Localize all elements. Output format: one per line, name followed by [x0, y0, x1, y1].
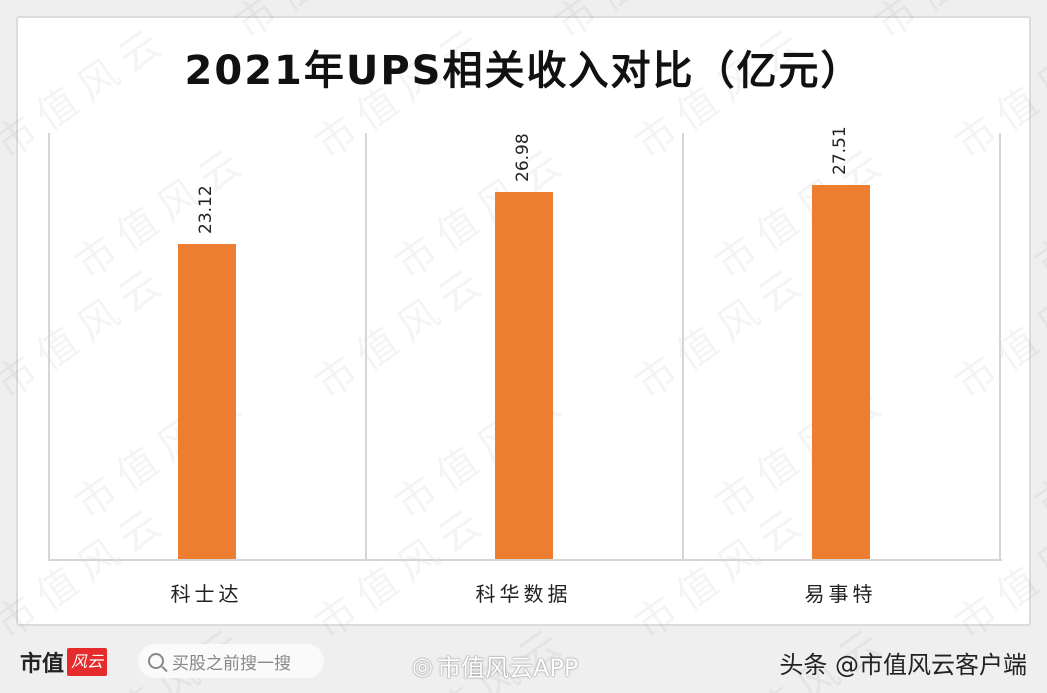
search-pill[interactable]: 买股之前搜一搜 [138, 644, 324, 678]
bar [811, 185, 870, 559]
search-icon [148, 653, 164, 669]
x-axis-baseline [48, 559, 1002, 561]
chart-title: 2021年UPS相关收入对比（亿元） [184, 48, 863, 94]
category-label: 科华数据 [475, 582, 572, 606]
brand-name: 市值 [20, 651, 65, 677]
category-label: 易事特 [804, 582, 877, 606]
weibo-icon: ◎ [412, 651, 433, 680]
bar-value-label: 26.98 [512, 133, 533, 182]
weibo-label: 市值风云APP [436, 654, 579, 682]
weibo-watermark: ◎ 市值风云APP [412, 648, 578, 683]
gridline [48, 133, 50, 561]
gridline [682, 133, 684, 561]
bar-value-label: 23.12 [195, 185, 216, 234]
toutiao-credit: 头条 @市值风云客户端 [779, 651, 1027, 679]
bar [494, 192, 553, 559]
search-placeholder: 买股之前搜一搜 [172, 653, 291, 674]
plot-area: 23.12 26.98 27.51 [48, 126, 1002, 561]
gridline [999, 133, 1001, 561]
bar [177, 244, 236, 559]
gridline [365, 133, 367, 561]
brand-badge: 风云 [67, 648, 108, 676]
footer-brand-logo: 市值 风云 [20, 646, 108, 678]
category-label: 科士达 [170, 582, 243, 606]
bar-value-label: 27.51 [829, 126, 850, 175]
